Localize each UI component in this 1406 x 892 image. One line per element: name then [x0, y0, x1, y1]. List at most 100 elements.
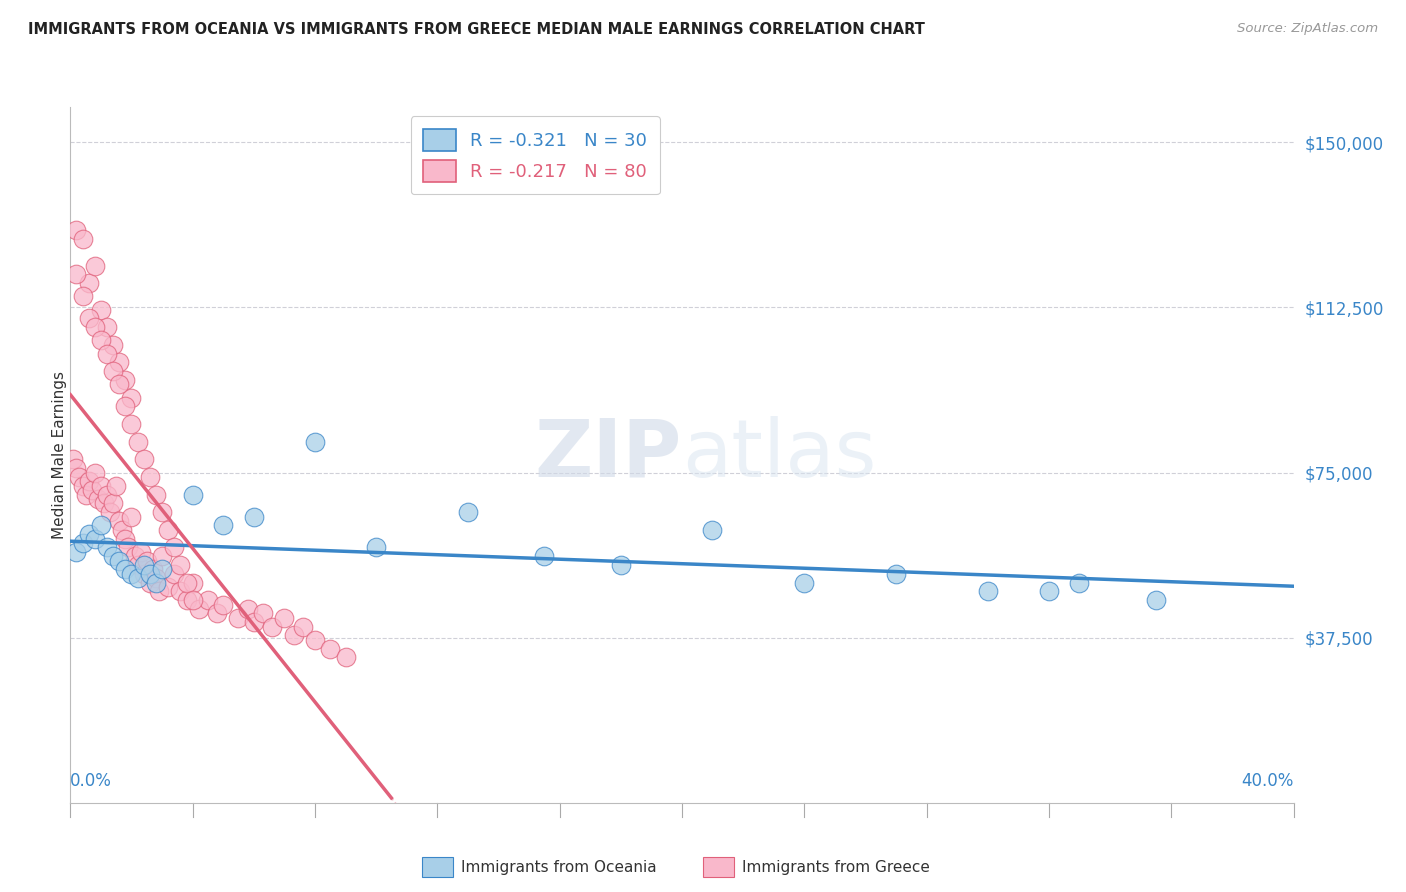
Point [228, 611, 250, 625]
Point [127, 558, 149, 572]
Point [114, 373, 136, 387]
Point [145, 487, 167, 501]
Point [150, 562, 173, 576]
Point [252, 607, 274, 621]
Text: Source: ZipAtlas.com: Source: ZipAtlas.com [1237, 22, 1378, 36]
Point [96, 541, 118, 555]
Point [236, 602, 259, 616]
Point [77, 276, 100, 290]
Point [169, 558, 191, 572]
Point [181, 575, 204, 590]
Point [366, 541, 388, 555]
Point [243, 509, 266, 524]
Point [884, 566, 907, 581]
Point [121, 509, 143, 524]
Point [793, 575, 815, 590]
Y-axis label: Median Male Earnings: Median Male Earnings [52, 371, 66, 539]
Point [83, 466, 105, 480]
Text: 0.0%: 0.0% [70, 772, 112, 790]
Point [135, 553, 157, 567]
Point [132, 558, 155, 572]
Point [702, 523, 724, 537]
Point [77, 311, 100, 326]
Point [163, 541, 186, 555]
Point [1144, 593, 1167, 607]
Point [157, 523, 180, 537]
Point [96, 346, 118, 360]
Point [304, 632, 326, 647]
Point [129, 545, 152, 559]
Point [114, 400, 136, 414]
Point [69, 470, 91, 484]
Point [108, 553, 131, 567]
Point [83, 320, 105, 334]
Point [212, 598, 235, 612]
Point [65, 461, 87, 475]
Point [319, 641, 342, 656]
Point [127, 571, 149, 585]
Point [101, 496, 124, 510]
Point [72, 536, 94, 550]
Point [283, 628, 305, 642]
Point [101, 549, 124, 564]
Point [457, 505, 479, 519]
Point [610, 558, 633, 572]
Point [157, 580, 180, 594]
Point [176, 575, 198, 590]
Point [108, 377, 131, 392]
Legend: R = -0.321   N = 30, R = -0.217   N = 80: R = -0.321 N = 30, R = -0.217 N = 80 [411, 116, 659, 194]
Point [132, 452, 155, 467]
Point [197, 593, 219, 607]
Point [1069, 575, 1091, 590]
Point [96, 320, 118, 334]
Point [90, 302, 112, 317]
Point [273, 611, 295, 625]
Point [72, 289, 94, 303]
Point [75, 487, 97, 501]
Point [83, 259, 105, 273]
Point [105, 479, 128, 493]
Point [72, 479, 94, 493]
Point [187, 602, 209, 616]
Point [1038, 584, 1060, 599]
Point [72, 232, 94, 246]
Point [139, 566, 162, 581]
Point [181, 593, 204, 607]
Point [117, 541, 139, 555]
Point [121, 566, 143, 581]
Point [212, 518, 235, 533]
Point [87, 491, 110, 506]
Point [127, 434, 149, 449]
Point [142, 562, 165, 576]
Point [96, 487, 118, 501]
Point [101, 338, 124, 352]
Point [62, 452, 84, 467]
Point [90, 334, 112, 348]
Point [90, 518, 112, 533]
Point [65, 545, 87, 559]
Point [83, 532, 105, 546]
Point [163, 566, 186, 581]
Point [150, 549, 173, 564]
Point [291, 620, 314, 634]
Point [139, 575, 162, 590]
Point [976, 584, 998, 599]
Text: 40.0%: 40.0% [1241, 772, 1294, 790]
Point [169, 584, 191, 599]
Point [65, 268, 87, 282]
Point [139, 470, 162, 484]
Point [533, 549, 555, 564]
Point [101, 364, 124, 378]
Point [77, 527, 100, 541]
Point [124, 549, 146, 564]
Point [150, 505, 173, 519]
Point [108, 355, 131, 369]
Point [176, 593, 198, 607]
Point [262, 620, 284, 634]
Point [148, 584, 170, 599]
Text: Immigrants from Oceania: Immigrants from Oceania [461, 860, 657, 874]
Point [335, 650, 357, 665]
Point [111, 523, 134, 537]
Point [65, 223, 87, 237]
Point [243, 615, 266, 630]
